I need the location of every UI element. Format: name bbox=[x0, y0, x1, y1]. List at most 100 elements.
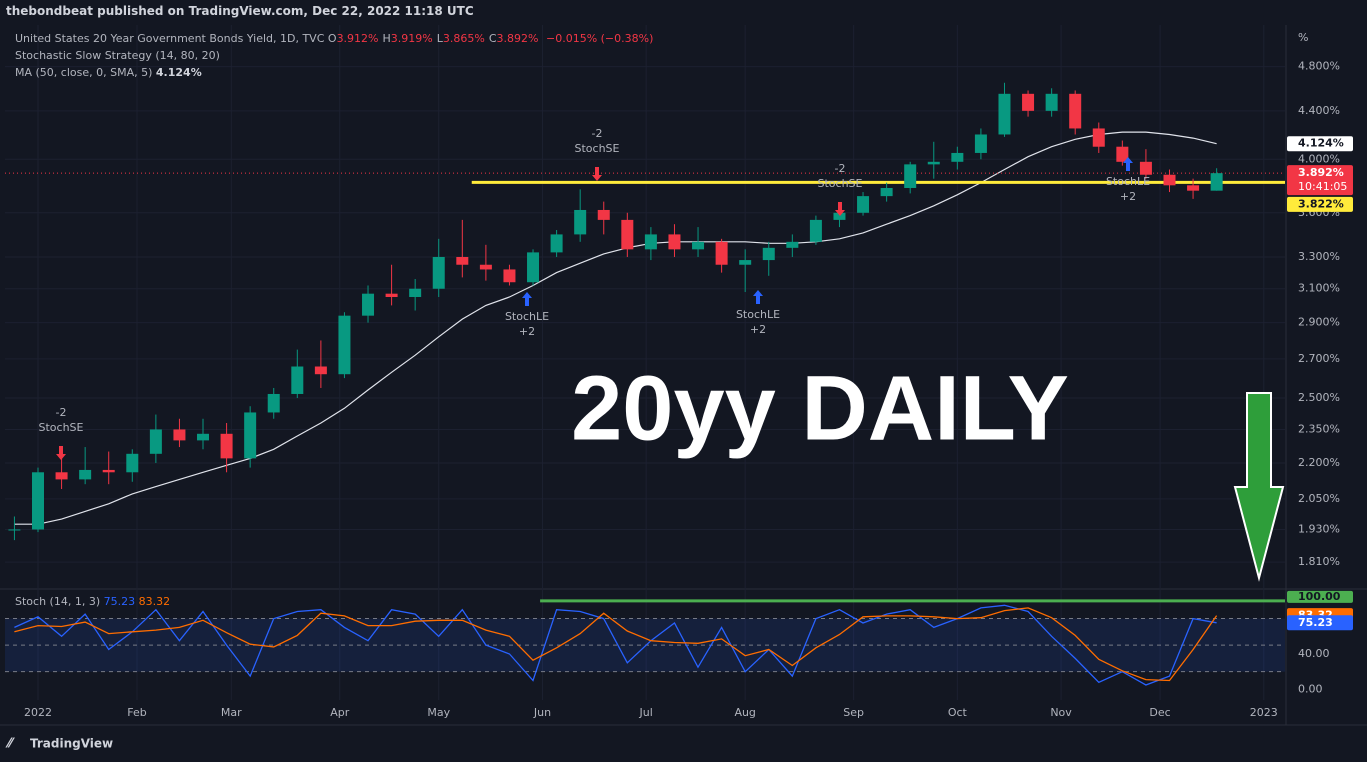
ohlc-key: C bbox=[488, 32, 497, 45]
candle-body bbox=[409, 288, 422, 298]
candle-body bbox=[149, 429, 162, 454]
candle-body bbox=[692, 241, 705, 250]
candle-body bbox=[1116, 146, 1129, 162]
ohlc: O3.912% H3.919% L3.865% C3.892% bbox=[328, 32, 543, 45]
logo: TradingView bbox=[30, 737, 113, 751]
candle-body bbox=[786, 241, 799, 248]
candle-body bbox=[974, 134, 987, 153]
signal-name: StochSE bbox=[818, 177, 863, 190]
candle-body bbox=[715, 241, 728, 265]
signal-arrow bbox=[56, 446, 66, 460]
unit: % bbox=[1298, 31, 1308, 44]
x-tick-label: 2023 bbox=[1250, 706, 1278, 719]
legend-ma: MA (50, close, 0, SMA, 5) 4.124% bbox=[15, 66, 202, 79]
signal-arrow bbox=[1123, 157, 1133, 171]
candle-body bbox=[809, 219, 822, 242]
y-tick-label: 4.800% bbox=[1298, 60, 1340, 73]
candle-body bbox=[1139, 161, 1152, 175]
candle-body bbox=[79, 469, 92, 480]
stoch-d-value: 83.32 bbox=[138, 595, 171, 608]
logo-mark: ⁄⁄ bbox=[5, 737, 15, 752]
y-tick-label: 2.700% bbox=[1298, 352, 1340, 365]
candle-body bbox=[597, 209, 610, 220]
ma-tag: 4.124% bbox=[1298, 137, 1344, 150]
candle-body bbox=[998, 93, 1011, 135]
x-tick-label: Nov bbox=[1050, 706, 1072, 719]
big-text: 20yy DAILY bbox=[571, 357, 1069, 459]
x-tick-label: Oct bbox=[948, 706, 968, 719]
signal-arrow bbox=[522, 292, 532, 306]
y-tick-label: 2.050% bbox=[1298, 492, 1340, 505]
candle-body bbox=[432, 256, 445, 289]
x-tick-label: Mar bbox=[221, 706, 242, 719]
signal-arrow bbox=[835, 202, 845, 216]
candle-body bbox=[550, 234, 563, 253]
candle-body bbox=[220, 433, 233, 459]
y-tick-label: 2.900% bbox=[1298, 316, 1340, 329]
stoch-k-value: 75.23 bbox=[103, 595, 136, 608]
hline-tag: 3.822% bbox=[1298, 197, 1344, 210]
y-tick-label: 3.300% bbox=[1298, 250, 1340, 263]
publisher: thebondbeat published on TradingView.com… bbox=[6, 4, 474, 18]
x-tick-label: Dec bbox=[1149, 706, 1170, 719]
candle-body bbox=[362, 293, 375, 316]
candle-body bbox=[1069, 93, 1082, 129]
x-tick-label: Apr bbox=[330, 706, 350, 719]
signal-arrow bbox=[753, 290, 763, 304]
y-tick-label: 1.930% bbox=[1298, 522, 1340, 535]
ohlc-value: 3.865% bbox=[442, 32, 485, 45]
y-tick-label: 4.400% bbox=[1298, 104, 1340, 117]
x-tick-label: 2022 bbox=[24, 706, 52, 719]
ma-line bbox=[14, 131, 1217, 525]
countdown: 10:41:05 bbox=[1298, 180, 1347, 193]
x-tick-label: Aug bbox=[734, 706, 755, 719]
ohlc-value: 3.919% bbox=[390, 32, 433, 45]
x-tick-label: May bbox=[427, 706, 450, 719]
signal-name: StochLE bbox=[505, 310, 549, 323]
stoch-title: Stoch (14, 1, 3) bbox=[15, 595, 101, 608]
candle-body bbox=[668, 234, 681, 250]
x-tick-label: Feb bbox=[127, 706, 146, 719]
candle-body bbox=[739, 260, 752, 265]
candle-body bbox=[1092, 128, 1105, 147]
y-tick-label: 2.350% bbox=[1298, 422, 1340, 435]
legend-strategy: Stochastic Slow Strategy (14, 80, 20) bbox=[15, 49, 220, 62]
signal-qty: +2 bbox=[1120, 190, 1136, 203]
y-tick-label: 2.200% bbox=[1298, 456, 1340, 469]
y-tick-label: 0.00 bbox=[1298, 682, 1323, 695]
y-tick-label: 3.100% bbox=[1298, 282, 1340, 295]
candle-body bbox=[503, 269, 516, 283]
candle-body bbox=[338, 315, 351, 375]
ma-name: MA (50, close, 0, SMA, 5) bbox=[15, 66, 153, 79]
candle-body bbox=[904, 164, 917, 188]
signal-qty: +2 bbox=[750, 323, 766, 336]
ma-tag-box bbox=[1287, 136, 1353, 152]
candle-body bbox=[8, 529, 21, 531]
candle-body bbox=[314, 366, 327, 375]
x-tick-label: Sep bbox=[843, 706, 864, 719]
ma-value: 4.124% bbox=[155, 66, 202, 79]
last-price-tag: 3.892% bbox=[1298, 166, 1344, 179]
candle-body bbox=[833, 212, 846, 220]
candle-body bbox=[173, 429, 186, 441]
signal-arrow bbox=[592, 167, 602, 181]
candle-body bbox=[385, 293, 398, 298]
last-price-box bbox=[1287, 165, 1353, 196]
hline-tag-box bbox=[1287, 196, 1353, 212]
signal-qty: -2 bbox=[56, 406, 67, 419]
candle-body bbox=[456, 256, 469, 265]
candle-body bbox=[197, 433, 210, 441]
candle-body bbox=[267, 393, 280, 413]
candle-body bbox=[244, 412, 257, 459]
signal-qty: -2 bbox=[592, 127, 603, 140]
candle-body bbox=[1210, 173, 1223, 191]
legend-stoch: Stoch (14, 1, 3) 75.23 83.32 bbox=[15, 595, 170, 608]
top-line-tag: 100.00 bbox=[1298, 590, 1341, 603]
signal-name: StochSE bbox=[39, 421, 84, 434]
stoch-k-tag-box bbox=[1287, 615, 1353, 631]
down-arrow bbox=[1233, 392, 1285, 582]
ohlc-value: 3.912% bbox=[336, 32, 379, 45]
